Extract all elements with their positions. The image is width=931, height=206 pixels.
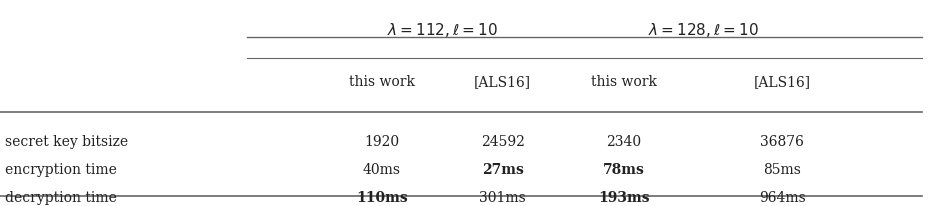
Text: 27ms: 27ms xyxy=(482,163,523,177)
Text: 1920: 1920 xyxy=(364,135,399,149)
Text: this work: this work xyxy=(591,75,656,89)
Text: [ALS16]: [ALS16] xyxy=(753,75,811,89)
Text: 78ms: 78ms xyxy=(603,163,644,177)
Text: 40ms: 40ms xyxy=(363,163,400,177)
Text: 964ms: 964ms xyxy=(759,191,805,205)
Text: 301ms: 301ms xyxy=(479,191,526,205)
Text: encryption time: encryption time xyxy=(5,163,116,177)
Text: 2340: 2340 xyxy=(606,135,641,149)
Text: $\lambda = 112, \ell = 10$: $\lambda = 112, \ell = 10$ xyxy=(387,21,497,39)
Text: secret key bitsize: secret key bitsize xyxy=(5,135,128,149)
Text: decryption time: decryption time xyxy=(5,191,116,205)
Text: 110ms: 110ms xyxy=(356,191,408,205)
Text: 24592: 24592 xyxy=(480,135,525,149)
Text: 85ms: 85ms xyxy=(763,163,801,177)
Text: this work: this work xyxy=(349,75,414,89)
Text: 36876: 36876 xyxy=(760,135,804,149)
Text: [ALS16]: [ALS16] xyxy=(474,75,532,89)
Text: $\lambda = 128, \ell = 10$: $\lambda = 128, \ell = 10$ xyxy=(648,21,758,39)
Text: 193ms: 193ms xyxy=(598,191,650,205)
